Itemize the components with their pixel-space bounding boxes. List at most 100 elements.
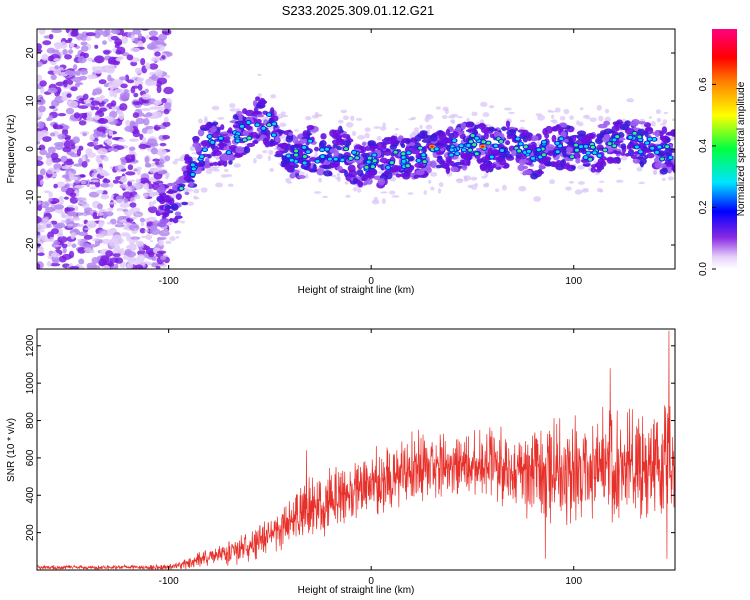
noise-blob (145, 62, 151, 70)
core-center (612, 138, 617, 142)
core-center (434, 147, 439, 151)
noise-blob (69, 42, 75, 48)
noise-blob (39, 168, 46, 176)
ridge-blob (627, 148, 635, 157)
ridge-blob (566, 146, 573, 153)
noise-blob (69, 196, 79, 204)
haze-blob (262, 150, 268, 154)
haze-blob (565, 186, 572, 191)
haze-blob (100, 230, 108, 237)
haze-blob (311, 114, 319, 119)
noise-blob (95, 154, 101, 163)
ridge-blob (545, 161, 552, 167)
ridge-blob (361, 141, 367, 147)
noise-blob (51, 29, 63, 34)
noise-blob (64, 160, 75, 166)
core-center (586, 151, 591, 155)
haze-blob (77, 212, 83, 217)
haze-blob (382, 122, 386, 128)
haze-blob (450, 113, 459, 118)
haze-blob (345, 194, 351, 198)
noise-blob (45, 152, 52, 159)
noise-blob (135, 240, 144, 247)
haze-blob (152, 191, 159, 197)
noise-blob (76, 148, 82, 157)
noise-blob (37, 155, 43, 161)
noise-blob (112, 248, 124, 254)
core-center (489, 155, 494, 159)
ridge-blob (551, 161, 560, 168)
noise-blob (148, 63, 159, 70)
noise-blob (91, 92, 97, 96)
haze-blob (172, 160, 178, 165)
noise-blob (50, 252, 60, 258)
noise-blob (86, 220, 97, 229)
noise-blob (71, 243, 77, 248)
ridge-blob (414, 162, 424, 169)
haze-blob (322, 195, 329, 199)
ridge-blob (595, 161, 604, 169)
noise-blob (81, 154, 86, 161)
core-center (449, 148, 454, 152)
haze-blob (652, 169, 658, 175)
ridge-blob (526, 133, 532, 142)
ridge-blob (581, 137, 591, 146)
noise-blob (145, 34, 150, 40)
ridge-blob (340, 154, 350, 159)
noise-blob (99, 95, 106, 99)
ridge-blob (438, 132, 447, 141)
noise-blob (55, 86, 62, 94)
core-center (470, 134, 475, 138)
core-center (466, 144, 471, 148)
noise-blob (39, 87, 45, 94)
noise-blob (57, 197, 65, 205)
noise-blob (93, 115, 101, 121)
haze-blob (89, 210, 94, 214)
noise-blob (60, 186, 67, 193)
ridge-blob (246, 142, 256, 147)
noise-blob (112, 179, 120, 184)
haze-blob (656, 137, 661, 143)
haze-blob (131, 211, 138, 215)
ridge-blob (517, 164, 525, 172)
noise-blob (37, 174, 44, 181)
noise-blob (68, 49, 74, 54)
core-center (474, 136, 479, 140)
noise-blob (50, 220, 58, 225)
noise-blob (75, 82, 84, 86)
haze-blob (37, 224, 43, 228)
ridge-blob (636, 156, 644, 160)
ridge-blob (159, 184, 165, 191)
x-tick-label: 0 (368, 276, 374, 287)
haze-blob (213, 168, 220, 172)
haze-blob (438, 182, 444, 188)
core-center (405, 164, 410, 168)
ridge-blob (573, 152, 581, 160)
haze-blob (37, 200, 42, 206)
core-center (255, 123, 260, 127)
noise-blob (53, 204, 65, 210)
ridge-blob (159, 191, 167, 200)
haze-blob (604, 108, 610, 114)
ridge-blob (498, 158, 507, 166)
core-center (242, 138, 247, 142)
core-center (348, 156, 353, 160)
haze-blob (463, 176, 468, 182)
haze-blob (577, 181, 585, 185)
haze-blob (256, 154, 263, 160)
haze-blob (163, 228, 169, 233)
noise-blob (49, 132, 56, 137)
ridge-blob (556, 124, 561, 129)
core-center (449, 153, 454, 157)
noise-blob (94, 55, 105, 64)
ridge-blob (204, 123, 212, 130)
ridge-blob (522, 169, 532, 175)
haze-blob (109, 166, 113, 170)
core-center (645, 141, 650, 145)
core-center (286, 154, 291, 158)
noise-blob (50, 74, 57, 81)
core-center (202, 148, 207, 152)
ridge-blob (429, 133, 438, 142)
